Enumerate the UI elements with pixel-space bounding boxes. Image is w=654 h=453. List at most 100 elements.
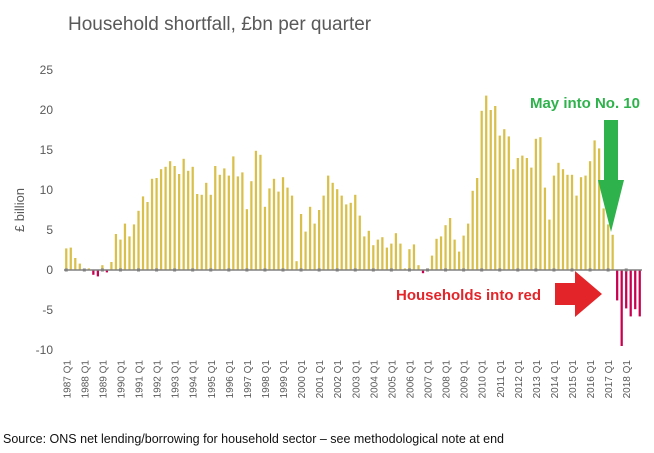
bar <box>363 236 366 270</box>
bar <box>155 178 158 270</box>
bar <box>318 210 321 270</box>
x-tick-mark <box>137 268 141 272</box>
annotation-red-text: Households into red <box>396 287 541 304</box>
bar <box>245 209 249 270</box>
bar <box>507 136 510 270</box>
x-tick-label: 1999 Q1 <box>279 360 290 399</box>
bar <box>561 169 565 270</box>
x-tick-label: 2012 Q1 <box>514 360 525 399</box>
x-tick-label: 1991 Q1 <box>135 360 146 399</box>
bar <box>263 206 267 270</box>
arrow-right-icon <box>555 271 602 317</box>
x-tick-mark <box>570 268 574 272</box>
bar <box>539 137 542 270</box>
bar <box>448 218 452 270</box>
annotation-households-into-red: Households into red <box>396 271 602 317</box>
bar <box>259 154 262 270</box>
bar <box>620 270 623 346</box>
bar <box>385 247 388 270</box>
bar <box>345 204 348 270</box>
bar <box>78 263 81 270</box>
x-tick-label: 2009 Q1 <box>460 360 471 399</box>
x-tick-mark <box>281 268 285 272</box>
bar <box>439 236 443 270</box>
bar <box>281 177 285 270</box>
x-tick-label: 1996 Q1 <box>225 360 236 399</box>
x-tick-mark <box>498 268 502 272</box>
x-tick-label: 2007 Q1 <box>424 360 435 399</box>
bar <box>557 162 560 270</box>
x-tick-label: 2013 Q1 <box>532 360 543 399</box>
annotation-may-text: May into No. 10 <box>530 95 640 112</box>
x-tick-mark <box>155 268 159 272</box>
x-tick-label: 1998 Q1 <box>261 360 272 399</box>
bar <box>381 237 384 270</box>
bar <box>141 196 145 270</box>
x-tick-mark <box>118 268 122 272</box>
bar <box>227 175 230 270</box>
x-tick-mark <box>227 268 231 272</box>
bar <box>629 270 632 317</box>
x-tick-mark <box>462 268 466 272</box>
bar <box>435 238 438 270</box>
x-tick-mark <box>371 268 375 272</box>
bar <box>530 167 533 270</box>
bar <box>399 243 402 270</box>
x-tick-mark <box>353 268 357 272</box>
bar <box>128 236 131 270</box>
x-tick-label: 2008 Q1 <box>442 360 453 399</box>
x-tick-label: 2015 Q1 <box>568 360 579 399</box>
bar <box>543 187 547 270</box>
bar <box>295 261 298 270</box>
bar <box>205 182 208 270</box>
bar <box>331 182 334 270</box>
bar <box>516 158 519 270</box>
x-tick-label: 2010 Q1 <box>478 360 489 399</box>
x-tick-label: 2017 Q1 <box>604 360 615 399</box>
x-tick-mark <box>516 268 520 272</box>
bar <box>462 235 465 270</box>
y-tick-label: -5 <box>42 303 53 317</box>
y-tick-label: 20 <box>40 103 54 117</box>
bar <box>548 219 551 270</box>
bar <box>191 166 194 270</box>
bar <box>178 174 181 270</box>
bar <box>87 268 90 270</box>
bar <box>634 270 637 310</box>
y-tick-label: 0 <box>46 263 53 277</box>
bar <box>552 175 556 270</box>
bar <box>521 155 524 270</box>
bar <box>421 270 425 274</box>
bar <box>403 268 407 270</box>
y-tick-label: 25 <box>40 63 54 77</box>
bar <box>588 161 592 270</box>
x-tick-label: 2018 Q1 <box>622 360 633 399</box>
bar <box>453 239 456 270</box>
bars <box>65 95 641 346</box>
bar <box>299 214 303 270</box>
bar <box>308 206 312 270</box>
bar <box>168 161 172 270</box>
bar <box>417 265 420 270</box>
bar <box>467 223 470 270</box>
bar <box>218 174 221 270</box>
x-tick-label: 1988 Q1 <box>80 360 91 399</box>
bar <box>408 249 411 270</box>
bar <box>150 178 154 270</box>
bar <box>101 265 104 270</box>
bar <box>214 166 217 270</box>
x-tick-mark <box>389 268 393 272</box>
bar <box>164 166 167 270</box>
x-tick-label: 1995 Q1 <box>207 360 218 399</box>
x-tick-mark <box>100 268 104 272</box>
bar <box>394 233 398 270</box>
bar <box>65 248 68 270</box>
x-tick-mark <box>335 268 339 272</box>
bar <box>313 223 316 270</box>
x-tick-label: 2003 Q1 <box>351 360 362 399</box>
bar <box>575 195 578 270</box>
x-tick-label: 1993 Q1 <box>171 360 182 399</box>
bar <box>336 189 339 270</box>
bar <box>105 270 109 273</box>
x-tick-mark <box>263 268 267 272</box>
